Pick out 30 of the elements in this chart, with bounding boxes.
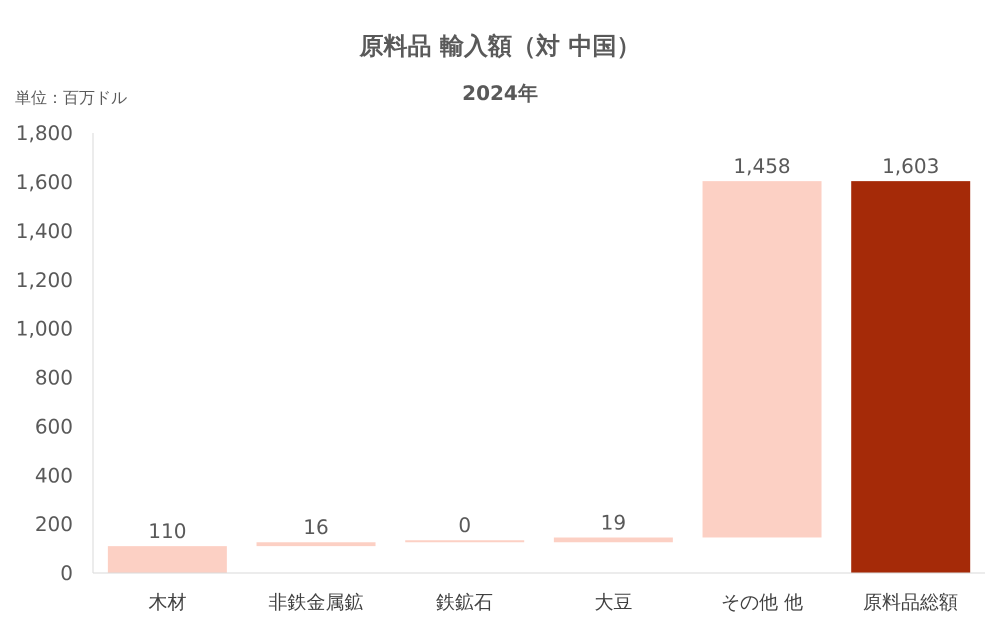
- x-tick-label: 非鉄金属鉱: [268, 591, 364, 614]
- y-tick-label: 800: [34, 366, 73, 390]
- data-label: 1,458: [733, 154, 791, 178]
- y-tick-label: 1,400: [16, 218, 73, 243]
- y-tick-label: 400: [34, 463, 73, 488]
- y-tick-label: 1,200: [16, 268, 73, 292]
- x-tick-label: 木材: [148, 591, 186, 614]
- bar: [108, 546, 227, 573]
- y-tick-label: 0: [60, 561, 73, 586]
- data-label: 16: [303, 515, 329, 540]
- chart-subtitle: 2024年: [462, 81, 538, 105]
- y-tick-label: 600: [34, 414, 73, 438]
- data-label: 19: [600, 510, 626, 535]
- data-label: 1,603: [882, 154, 940, 178]
- bar: [554, 538, 673, 542]
- chart-title: 原料品 輸入額（対 中国）: [358, 31, 642, 62]
- bar: [702, 181, 822, 538]
- data-label: 110: [148, 519, 186, 544]
- bar: [256, 542, 376, 546]
- data-label: 0: [458, 513, 472, 538]
- y-tick-label: 1,600: [16, 170, 73, 194]
- bar: [851, 181, 970, 573]
- x-tick-label: 原料品総額: [863, 591, 958, 614]
- x-tick-label: その他 他: [720, 591, 804, 614]
- x-tick-label: 鉄鉱石: [436, 591, 494, 614]
- y-tick-label: 1,000: [16, 316, 73, 341]
- y-tick-label: 1,800: [16, 121, 73, 146]
- y-tick-label: 200: [34, 512, 73, 536]
- y-axis-title: 単位：百万ドル: [15, 88, 127, 109]
- x-tick-label: 大豆: [594, 591, 632, 614]
